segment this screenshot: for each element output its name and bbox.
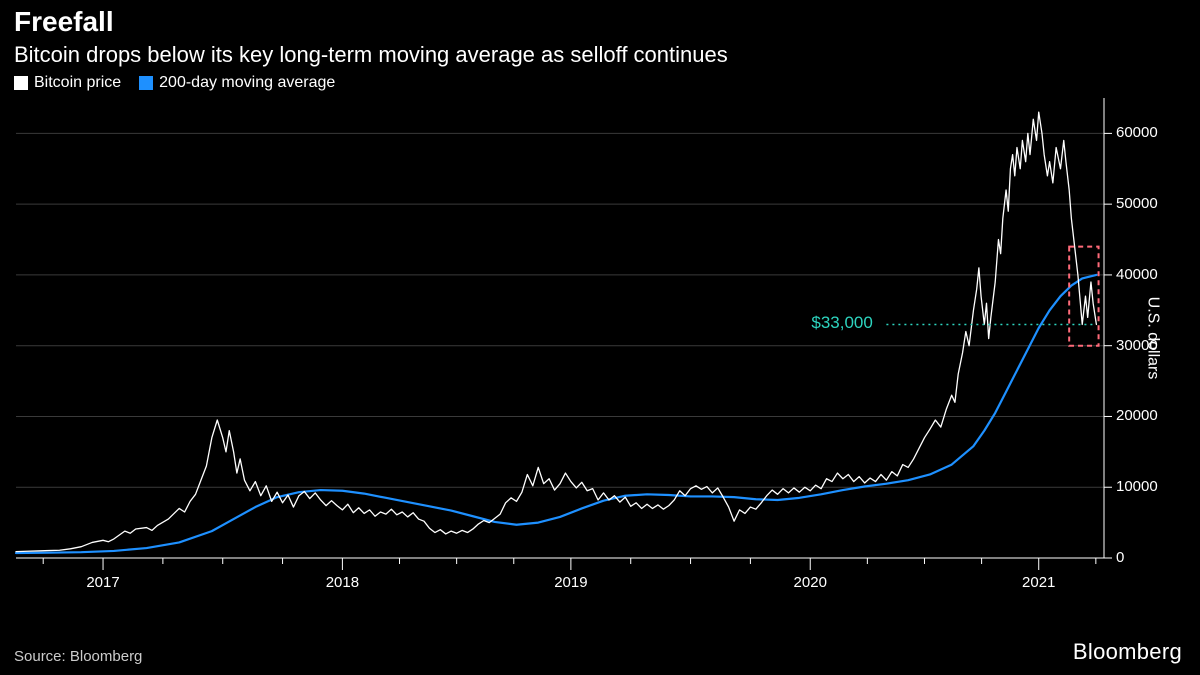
brand-logo: Bloomberg — [1073, 639, 1182, 665]
xtick-label: 2017 — [86, 574, 119, 591]
xtick-label: 2020 — [794, 574, 827, 591]
source-text: Source: Bloomberg — [14, 648, 142, 665]
chart-container: Freefall Bitcoin drops below its key lon… — [0, 0, 1200, 675]
xtick-label: 2019 — [554, 574, 587, 591]
ytick-label: 40000 — [1116, 266, 1158, 283]
xtick-label: 2021 — [1022, 574, 1055, 591]
legend-label-price: Bitcoin price — [34, 74, 121, 92]
chart-subtitle: Bitcoin drops below its key long-term mo… — [14, 42, 728, 68]
legend-swatch-ma — [139, 76, 153, 90]
chart-title: Freefall — [14, 6, 114, 38]
ytick-label: 50000 — [1116, 195, 1158, 212]
annotation-label: $33,000 — [811, 313, 872, 333]
ytick-label: 60000 — [1116, 124, 1158, 141]
ytick-label: 20000 — [1116, 407, 1158, 424]
ytick-label: 10000 — [1116, 478, 1158, 495]
legend-swatch-price — [14, 76, 28, 90]
legend-label-ma: 200-day moving average — [159, 74, 335, 92]
xtick-label: 2018 — [326, 574, 359, 591]
chart-svg — [14, 98, 1114, 598]
legend-item-ma: 200-day moving average — [139, 74, 335, 92]
chart-area — [14, 98, 1114, 598]
legend-item-price: Bitcoin price — [14, 74, 121, 92]
ytick-label: 0 — [1116, 549, 1124, 566]
legend: Bitcoin price 200-day moving average — [14, 74, 335, 92]
ytick-label: 30000 — [1116, 337, 1158, 354]
